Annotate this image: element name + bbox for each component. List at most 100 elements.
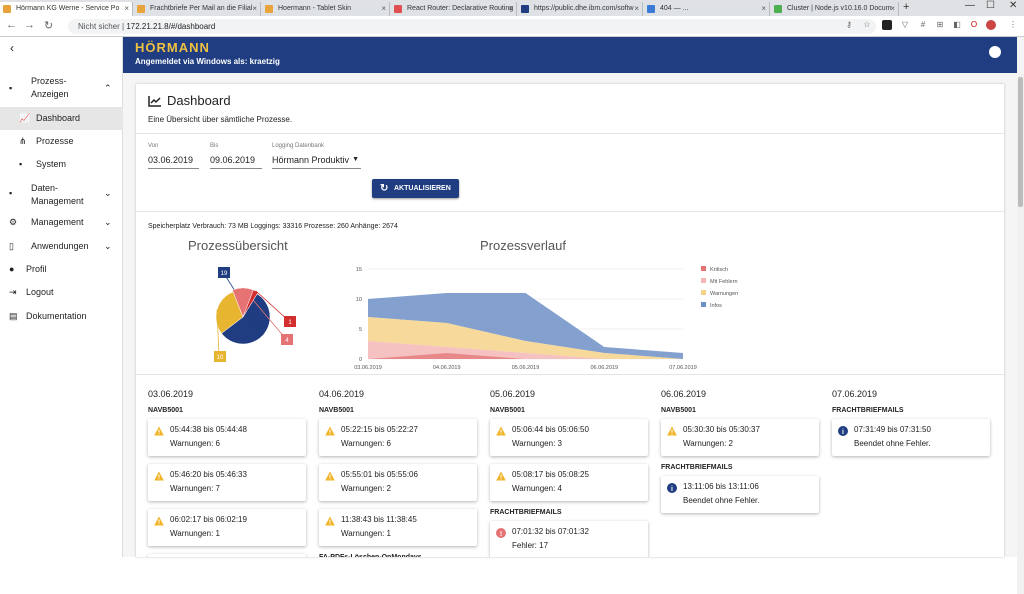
x-tick-label: 03.06.2019 xyxy=(354,365,382,371)
process-entry-card[interactable]: 05:55:01 bis 05:55:06 Warnungen: 2 xyxy=(319,464,477,501)
scrollbar-thumb[interactable] xyxy=(1018,77,1023,207)
sidebar-item-dokumentation[interactable]: ▤ Dokumentation xyxy=(0,305,123,328)
process-entry-card[interactable]: 05:08:17 bis 05:08:25 Warnungen: 4 xyxy=(490,464,648,501)
sidebar-item-label: Profil xyxy=(26,263,47,274)
process-entry-card[interactable]: i 13:11:06 bis 13:11:06 Beendet ohne Fehle… xyxy=(661,476,819,513)
extension-icon[interactable]: # xyxy=(920,20,926,29)
day-date: 03.06.2019 xyxy=(148,389,194,399)
process-entry-card[interactable]: ! 07:01:32 bis 07:01:32 Fehler: 17 xyxy=(490,521,648,557)
scrollbar[interactable] xyxy=(1017,74,1024,594)
entry-time-range: 06:02:17 bis 06:02:19 xyxy=(170,515,247,524)
extension-icon[interactable]: ▽ xyxy=(901,20,909,29)
browser-tab[interactable]: React Router: Declarative Routing × xyxy=(391,2,517,16)
sidebar-item-management[interactable]: ⚙ Management ⌄ xyxy=(0,211,123,234)
sidebar-item-label: Prozess- xyxy=(31,76,67,86)
process-entry-card[interactable]: 11:38:43 bis 11:38:45 Warnungen: 1 xyxy=(319,509,477,546)
favicon-icon xyxy=(265,5,273,13)
maximize-button[interactable]: ☐ xyxy=(986,0,995,11)
refresh-icon: ↻ xyxy=(380,183,389,194)
area-chart-title: Prozessverlauf xyxy=(480,238,566,253)
sidebar-item-anwendungen[interactable]: ▯ Anwendungen ⌄ xyxy=(0,235,123,258)
book-icon: ▤ xyxy=(9,310,18,321)
pie-leader-line xyxy=(216,309,220,357)
sidebar-collapse-button[interactable]: ‹ xyxy=(0,41,123,57)
sidebar-item-profil[interactable]: ● Profil xyxy=(0,258,123,281)
user-icon: ● xyxy=(9,263,15,274)
legend-label: Infos xyxy=(710,303,722,309)
to-date-input[interactable]: 09.06.2019 xyxy=(210,155,262,169)
warning-icon xyxy=(496,426,506,436)
sidebar-item-prozesse[interactable]: ⋔ Prozesse xyxy=(0,130,123,153)
key-icon[interactable]: ⚷ xyxy=(846,20,852,29)
browser-tab[interactable]: 404 — ... × xyxy=(644,2,770,16)
sidebar-item-system[interactable]: ▪ System xyxy=(0,153,123,176)
new-tab-button[interactable]: + xyxy=(903,1,910,13)
url-input[interactable]: Nicht sicher | 172.21.21.8/#/dashboard xyxy=(68,19,876,34)
day-date: 07.06.2019 xyxy=(832,389,878,399)
process-entry-card[interactable]: 07:07:33 bis 07:07:38Warnungen: 3 xyxy=(148,554,306,557)
browser-tab[interactable]: https://public.dhe.ibm.com/softw × xyxy=(518,2,643,16)
profile-icon[interactable] xyxy=(986,20,996,30)
process-entry-card[interactable]: i 07:31:49 bis 07:31:50 Beendet ohne Fehle… xyxy=(832,419,990,456)
close-tab-icon[interactable]: × xyxy=(508,4,513,13)
opera-icon[interactable]: O xyxy=(970,20,978,29)
close-tab-icon[interactable]: × xyxy=(890,4,895,13)
info-icon: i xyxy=(838,426,848,436)
close-tab-icon[interactable]: × xyxy=(124,4,129,13)
page-subtitle: Eine Übersicht über sämtliche Prozesse. xyxy=(148,115,293,124)
extension-icon[interactable]: ⊞ xyxy=(936,20,944,29)
close-tab-icon[interactable]: × xyxy=(761,4,766,13)
chart-line-icon: 📈 xyxy=(19,112,31,123)
process-entry-card[interactable]: 05:22:15 bis 05:22:27 Warnungen: 6 xyxy=(319,419,477,456)
entry-status: Warnungen: 2 xyxy=(683,439,733,448)
minimize-button[interactable]: — xyxy=(965,0,975,11)
back-icon[interactable]: ← xyxy=(6,19,17,31)
extension-icon[interactable] xyxy=(882,20,892,30)
sidebar-item-label: Management xyxy=(31,216,84,227)
process-group-title: NAVB5001 xyxy=(490,407,525,414)
entry-status: Warnungen: 6 xyxy=(170,439,220,448)
menu-icon[interactable]: ⋮ xyxy=(1009,20,1017,29)
browser-tab[interactable]: Hoermann - Tablet Skin × xyxy=(262,2,390,16)
sidebar-item-prozess-anzeigen[interactable]: ▪ Prozess- Anzeigen ⌃ xyxy=(0,70,123,107)
day-date: 05.06.2019 xyxy=(490,389,536,399)
security-indicator[interactable]: Nicht sicher | xyxy=(78,22,125,31)
entry-status: Warnungen: 1 xyxy=(170,529,220,538)
entry-time-range: 07:01:32 bis 07:01:32 xyxy=(512,527,589,536)
extension-icon[interactable]: ◧ xyxy=(953,20,961,29)
process-group-title: NAVB5001 xyxy=(661,407,696,414)
browser-tab[interactable]: Cluster | Node.js v10.16.0 Docum × xyxy=(771,2,899,16)
close-tab-icon[interactable]: × xyxy=(634,4,639,13)
star-icon[interactable]: ☆ xyxy=(863,20,871,29)
process-entry-card[interactable]: 05:46:20 bis 05:46:33 Warnungen: 7 xyxy=(148,464,306,501)
process-entry-card[interactable]: 06:02:17 bis 06:02:19 Warnungen: 1 xyxy=(148,509,306,546)
from-date-input[interactable]: 03.06.2019 xyxy=(148,155,199,169)
area-chart: 0 5 10 15 03.06.2019 04.06.2019 05.06.2019 06.0… xyxy=(354,267,697,371)
sidebar-item-dashboard[interactable]: 📈 Dashboard xyxy=(0,107,123,130)
close-tab-icon[interactable]: × xyxy=(252,4,257,13)
warning-icon xyxy=(667,426,677,436)
process-entry-card[interactable]: 05:06:44 bis 05:06:50 Warnungen: 3 xyxy=(490,419,648,456)
favicon-icon xyxy=(137,5,145,13)
sidebar-item-daten-management[interactable]: ▪ Daten- Management ⌄ xyxy=(0,177,123,211)
process-group-title: FA-PDFs-Löschen-OnMondays xyxy=(319,554,479,557)
pie-chart-title: Prozessübersicht xyxy=(188,238,288,253)
legend-swatch xyxy=(701,290,706,295)
db-select[interactable]: Hörmann Produktiv ▼ xyxy=(272,155,361,169)
forward-icon[interactable]: → xyxy=(24,19,35,31)
entry-time-range: 05:55:01 bis 05:55:06 xyxy=(341,470,418,479)
area-series-warnungen xyxy=(368,317,683,359)
account-icon[interactable] xyxy=(989,46,1001,58)
close-tab-icon[interactable]: × xyxy=(381,4,386,13)
from-label: Von xyxy=(148,143,159,149)
reload-icon[interactable]: ↻ xyxy=(44,20,54,32)
refresh-label: AKTUALISIEREN xyxy=(394,185,451,192)
refresh-button[interactable]: ↻ AKTUALISIEREN xyxy=(372,179,459,198)
sidebar-item-logout[interactable]: ⇥ Logout xyxy=(0,281,123,304)
browser-tab[interactable]: Hörmann KG Werne - Service Po × xyxy=(0,2,133,16)
process-entry-card[interactable]: 05:30:30 bis 05:30:37 Warnungen: 2 xyxy=(661,419,819,456)
database-icon: ▪ xyxy=(9,188,13,198)
browser-tab[interactable]: Frachtbriefe Per Mail an die Filial × xyxy=(134,2,261,16)
close-window-button[interactable]: ✕ xyxy=(1009,0,1018,11)
process-entry-card[interactable]: 05:44:38 bis 05:44:48 Warnungen: 6 xyxy=(148,419,306,456)
